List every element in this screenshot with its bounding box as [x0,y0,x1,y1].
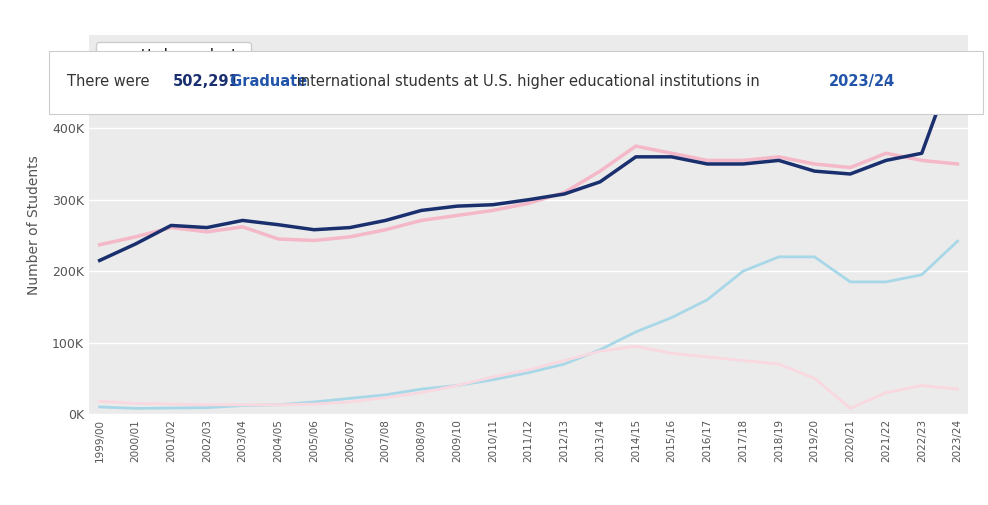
Text: There were: There were [67,74,154,89]
Y-axis label: Number of Students: Number of Students [27,155,41,294]
Text: 502,291: 502,291 [173,74,240,89]
Text: 2023/24: 2023/24 [829,74,895,89]
Text: international students at U.S. higher educational institutions in: international students at U.S. higher ed… [292,74,765,89]
Text: .: . [882,74,887,89]
Legend: Undergraduate, Graduate: Undergraduate, Graduate [96,42,251,88]
Text: Graduate: Graduate [225,74,307,89]
